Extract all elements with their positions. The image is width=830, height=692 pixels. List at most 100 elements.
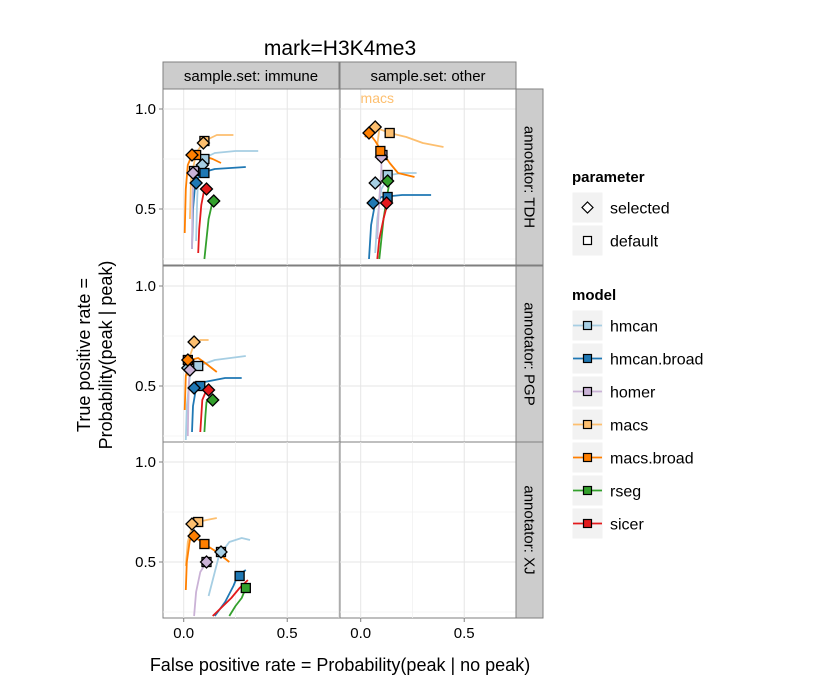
selected-point-macs.broad	[187, 529, 201, 543]
selected-point-macs.broad	[180, 353, 195, 367]
y-tick-label: 1.0	[135, 101, 156, 118]
panel-background	[162, 441, 340, 619]
strip-row-XJ	[515, 441, 544, 619]
axes: 0.5 1.0 0.5 1.0 0.5 1.0 0.0 0.5 0.0 0.5	[135, 101, 475, 642]
panel-XJ-other	[339, 441, 517, 619]
panel-series	[180, 335, 246, 441]
legend-key-square	[582, 235, 593, 246]
y-axis-label-line-1: True positive rate =	[74, 278, 94, 432]
roc-line-macs	[376, 128, 444, 148]
panel-PGP-other	[339, 265, 517, 443]
default-point-rseg	[240, 582, 251, 594]
y-tick-label: 1.0	[135, 454, 156, 471]
panel-series	[183, 134, 259, 260]
roc-line-macs	[189, 134, 234, 220]
x-tick-label: 0.5	[454, 625, 475, 642]
legend-swatch-hmcan.broad	[582, 353, 593, 364]
legend-swatch-macs	[582, 419, 593, 430]
selected-point-homer	[182, 363, 197, 377]
selected-point-hmcan.broad	[189, 176, 204, 190]
strip-row-TDH	[515, 88, 544, 266]
default-point-macs.broad	[199, 538, 210, 550]
selected-point-macs.broad	[362, 126, 376, 140]
selected-point-sicer	[201, 383, 216, 397]
selected-point-hmcan.broad	[366, 196, 381, 210]
strip-row-label-TDH: annotator: TDH	[521, 126, 538, 228]
legend-label-default: default	[610, 234, 659, 251]
selected-point-macs	[196, 136, 211, 150]
legend-parameter: parameter selected default	[571, 169, 670, 257]
panel-background	[339, 441, 517, 619]
selected-point-rseg	[206, 194, 221, 208]
roc-line-sicer	[199, 389, 208, 433]
default-point-hmcan.broad	[234, 570, 245, 582]
y-tick-label: 0.5	[135, 378, 156, 395]
default-point-hmcan	[193, 360, 204, 372]
legend-label-hmcan.broad: hmcan.broad	[610, 352, 703, 369]
panel-series	[184, 516, 251, 617]
selected-point-hmcan.broad	[187, 381, 201, 395]
selected-point-rseg	[380, 174, 395, 188]
legend-key-diamond	[581, 201, 594, 214]
x-axis-label: False positive rate = Probability(peak |…	[150, 655, 530, 675]
y-tick-label: 1.0	[135, 278, 156, 295]
legend-label-macs.broad: macs.broad	[610, 451, 694, 468]
roc-line-sicer	[376, 202, 389, 260]
annotation-label: macs	[361, 90, 394, 106]
panel-TDH-other: macs	[339, 88, 517, 266]
chart-title: mark=H3K4me3	[264, 37, 416, 60]
panel-background	[339, 265, 517, 443]
roc-line-hmcan.broad	[368, 194, 432, 260]
selected-point-hmcan	[368, 176, 383, 190]
panel-PGP-immune	[162, 265, 340, 443]
legend-label-homer: homer	[610, 385, 656, 402]
y-tick-label: 0.5	[135, 201, 156, 218]
strip-col-label-other: sample.set: other	[370, 68, 485, 85]
legend-label-sicer: sicer	[610, 517, 644, 534]
y-axis-label-line-2: Probability(peak | peak)	[96, 261, 116, 450]
strip-col-other	[339, 61, 517, 90]
legend-swatch-hmcan	[582, 320, 593, 331]
x-tick-label: 0.5	[277, 625, 298, 642]
legend-swatch-homer	[582, 386, 593, 397]
selected-point-hmcan	[214, 545, 228, 559]
facet-strips: sample.set: immune sample.set: other annot…	[162, 61, 544, 619]
legend-label-macs: macs	[610, 418, 648, 435]
panel-series	[362, 120, 444, 260]
panel-background	[339, 88, 517, 266]
panel-XJ-immune	[162, 441, 340, 619]
legend-label-selected: selected	[610, 201, 670, 218]
panel-background	[162, 265, 340, 443]
selected-point-sicer	[379, 196, 394, 210]
x-tick-label: 0.0	[350, 625, 371, 642]
panel-background	[162, 88, 340, 266]
default-point-macs.broad	[375, 145, 386, 157]
strip-col-immune	[162, 61, 340, 90]
selected-point-macs.broad	[185, 148, 199, 162]
default-point-hmcan.broad	[199, 167, 210, 179]
facet-panels: macs	[162, 88, 517, 619]
roc-line-macs.broad	[183, 357, 218, 411]
selected-point-sicer	[199, 182, 214, 196]
legend-model: model hmcan hmcan.broad homer macs macs.broa…	[571, 287, 703, 540]
selected-point-macs	[185, 517, 199, 531]
legend-swatch-macs.broad	[582, 452, 593, 463]
roc-line-sicer	[197, 188, 206, 254]
legend-swatch-rseg	[582, 485, 593, 496]
strip-row-label-XJ: annotator: XJ	[521, 485, 538, 574]
y-tick-label: 0.5	[135, 554, 156, 571]
strip-row-label-PGP: annotator: PGP	[521, 302, 538, 405]
legend-swatch-sicer	[582, 518, 593, 529]
legend-model-title: model	[572, 287, 616, 304]
legend-label-hmcan: hmcan	[610, 319, 658, 336]
strip-col-label-immune: sample.set: immune	[184, 68, 318, 85]
legend-label-rseg: rseg	[610, 484, 641, 501]
selected-point-homer	[199, 555, 214, 569]
panel-TDH-immune	[162, 88, 340, 266]
x-tick-label: 0.0	[173, 625, 194, 642]
selected-point-homer	[186, 166, 200, 180]
selected-point-macs	[187, 335, 201, 349]
selected-point-rseg	[205, 393, 220, 407]
roc-line-rseg	[203, 200, 214, 260]
